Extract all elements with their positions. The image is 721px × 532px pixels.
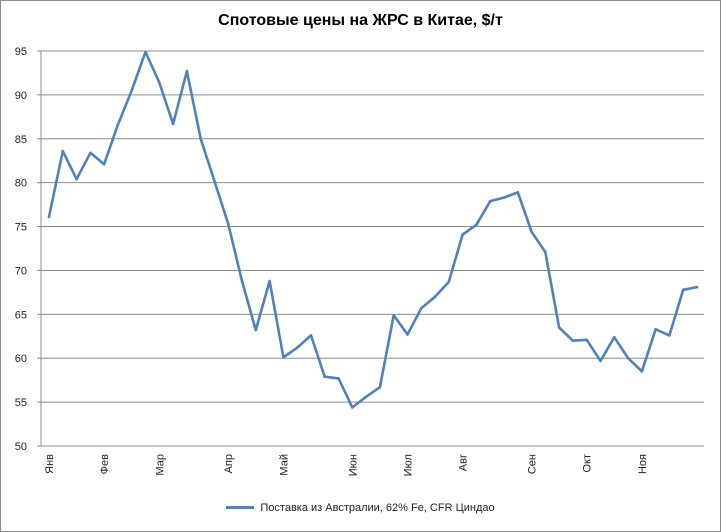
x-tick-label: Янв <box>44 454 56 474</box>
y-tick-label: 70 <box>15 265 27 277</box>
data-point <box>530 230 533 234</box>
legend: Поставка из Австралии, 62% Fe, CFR Цинда… <box>0 502 721 514</box>
y-tick-label: 85 <box>15 134 27 146</box>
data-point <box>626 356 630 360</box>
y-tick-label: 75 <box>15 222 27 234</box>
data-point <box>130 89 133 92</box>
x-tick-label: Фев <box>99 454 111 474</box>
series-line <box>47 50 699 409</box>
data-point <box>668 334 671 337</box>
x-tick-label: Мар <box>154 454 166 476</box>
x-tick-label: Июн <box>347 454 359 476</box>
data-point <box>516 191 520 194</box>
data-point <box>364 395 368 399</box>
data-point <box>323 375 327 379</box>
x-tick-label: Апр <box>223 454 235 473</box>
data-point <box>89 151 92 155</box>
data-point <box>102 162 106 166</box>
data-point <box>654 328 657 331</box>
chart-title: Спотовые цены на ЖРС в Китае, $/т <box>218 12 503 29</box>
x-tick-label: Сен <box>527 454 539 474</box>
x-tick-label: Авг <box>458 454 470 471</box>
data-point <box>695 285 699 289</box>
data-point <box>254 328 258 332</box>
y-tick-label: 55 <box>15 397 27 409</box>
data-point <box>199 137 202 141</box>
data-point <box>502 196 506 199</box>
data-point <box>640 370 644 373</box>
data-point <box>447 280 451 284</box>
data-point <box>171 122 175 126</box>
data-point <box>406 333 409 336</box>
data-point <box>488 199 492 203</box>
data-point <box>282 356 285 359</box>
data-point <box>61 149 65 153</box>
y-tick-label: 65 <box>15 309 27 321</box>
data-point <box>144 50 147 54</box>
data-point <box>295 346 299 350</box>
data-point <box>585 338 588 342</box>
data-point <box>185 69 189 73</box>
data-point <box>268 279 271 283</box>
data-point <box>116 123 120 126</box>
y-tick-label: 80 <box>15 178 27 190</box>
data-point <box>461 233 464 236</box>
data-point <box>599 359 602 363</box>
legend-label: Поставка из Австралии, 62% Fe, CFR Цинда… <box>260 502 495 514</box>
data-point <box>420 306 423 310</box>
x-tick-label: Окт <box>582 454 594 473</box>
data-point <box>544 250 547 254</box>
y-tick-label: 60 <box>15 353 27 365</box>
data-point <box>557 326 561 329</box>
y-tick-label: 95 <box>15 46 27 58</box>
data-point <box>337 377 340 380</box>
data-point <box>378 385 382 389</box>
data-point <box>433 295 437 299</box>
x-tick-label: Июл <box>402 454 414 476</box>
data-point <box>240 279 244 283</box>
data-point <box>47 215 51 219</box>
data-point <box>309 334 313 337</box>
data-point <box>75 177 78 181</box>
data-point <box>392 313 396 317</box>
data-point <box>475 223 478 227</box>
x-tick-label: Ноя <box>637 454 649 474</box>
y-tick-label: 50 <box>15 441 27 453</box>
y-tick-label: 90 <box>15 90 27 102</box>
data-point <box>158 81 161 84</box>
data-point <box>571 339 575 343</box>
legend-swatch <box>226 505 255 509</box>
x-tick-label: Май <box>278 454 290 476</box>
data-point <box>351 406 354 409</box>
data-point <box>681 288 685 292</box>
data-point <box>226 222 230 226</box>
data-point <box>613 335 616 339</box>
data-point <box>213 179 216 183</box>
